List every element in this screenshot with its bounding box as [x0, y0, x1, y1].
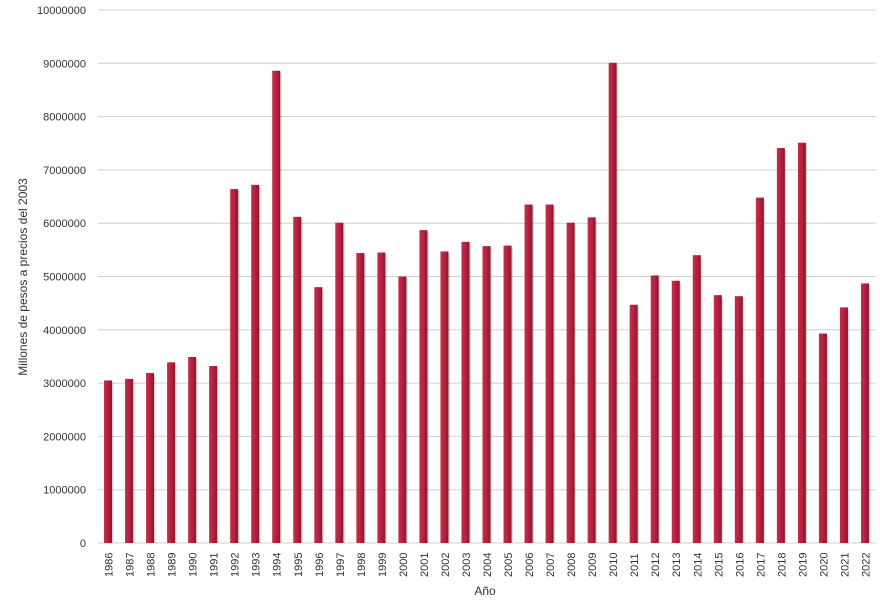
- x-tick-label: 2017: [755, 553, 767, 577]
- bar-2017: [755, 197, 764, 543]
- x-tick-label: 2018: [776, 553, 788, 577]
- x-tick-label: 2006: [524, 553, 536, 577]
- bar-1991: [209, 366, 218, 543]
- x-tick-label: 2010: [608, 553, 620, 577]
- x-tick-label: 1987: [125, 553, 137, 577]
- bar-2000: [398, 276, 407, 543]
- bar-2015: [713, 295, 722, 543]
- x-tick-label: 2003: [461, 553, 473, 577]
- bar-2021: [839, 307, 848, 543]
- y-tick-label: 6000000: [43, 218, 86, 230]
- y-tick-label: 5000000: [43, 272, 86, 284]
- bar-2003: [461, 241, 470, 544]
- bar-2019: [797, 142, 806, 544]
- x-tick-label: 2019: [797, 553, 809, 577]
- y-tick-label: 0: [80, 538, 86, 550]
- x-tick-label: 2005: [503, 553, 515, 577]
- bar-2011: [629, 304, 638, 543]
- x-tick-label: 2011: [629, 553, 641, 577]
- bar-1996: [314, 287, 323, 543]
- bar-2009: [587, 217, 596, 543]
- bar-2008: [566, 222, 575, 544]
- x-tick-label: 1993: [251, 553, 263, 577]
- bar-2010: [608, 62, 617, 543]
- bar-1990: [188, 356, 197, 543]
- bar-2022: [860, 283, 869, 543]
- bar-2016: [734, 296, 743, 543]
- x-tick-label: 2021: [839, 553, 851, 577]
- y-tick-label: 3000000: [43, 378, 86, 390]
- bar-2007: [545, 204, 554, 544]
- x-tick-label: 2022: [860, 553, 872, 577]
- bar-2005: [503, 245, 512, 543]
- x-tick-label: 2015: [713, 553, 725, 577]
- x-tick-label: 1999: [377, 553, 389, 577]
- bar-1988: [146, 372, 155, 543]
- bar-2012: [650, 275, 659, 543]
- bar-1993: [251, 184, 260, 543]
- x-tick-label: 1989: [167, 553, 179, 577]
- y-tick-label: 8000000: [43, 112, 86, 124]
- x-tick-label: 1995: [293, 553, 305, 577]
- x-tick-label: 1991: [209, 553, 221, 577]
- x-tick-label: 1992: [230, 553, 242, 577]
- x-tick-label: 2000: [398, 553, 410, 577]
- bar-1989: [167, 362, 176, 543]
- x-tick-label: 1997: [335, 553, 347, 577]
- x-tick-label: 2007: [545, 553, 557, 577]
- y-tick-label: 7000000: [43, 165, 86, 177]
- x-tick-label: 1988: [146, 553, 158, 577]
- y-tick-label: 4000000: [43, 325, 86, 337]
- bar-1997: [335, 222, 344, 544]
- x-tick-label: 2008: [566, 553, 578, 577]
- x-tick-label: 1986: [104, 553, 116, 577]
- x-tick-label: 1994: [272, 553, 284, 577]
- x-axis-label: Año: [474, 584, 496, 598]
- x-tick-label: 2009: [587, 553, 599, 577]
- x-tick-label: 2001: [419, 553, 431, 577]
- x-tick-label: 1990: [188, 553, 200, 577]
- bar-2004: [482, 246, 491, 543]
- x-tick-label: 2013: [671, 553, 683, 577]
- bar-1998: [356, 253, 365, 543]
- x-tick-label: 2012: [650, 553, 662, 577]
- bar-2020: [818, 333, 827, 543]
- x-tick-label: 2014: [692, 553, 704, 577]
- bar-1999: [377, 252, 386, 543]
- y-tick-label: 2000000: [43, 431, 86, 443]
- bar-1992: [230, 189, 239, 543]
- bar-1986: [104, 380, 113, 543]
- bar-2013: [671, 280, 680, 543]
- y-tick-label: 1000000: [43, 485, 86, 497]
- x-tick-label: 2002: [440, 553, 452, 577]
- x-tick-label: 1998: [356, 553, 368, 577]
- bar-2001: [419, 230, 428, 543]
- x-tick-label: 2020: [818, 553, 830, 577]
- bar-1987: [125, 378, 134, 543]
- bar-2006: [524, 204, 533, 544]
- bar-2018: [776, 148, 785, 543]
- x-tick-label: 1996: [314, 553, 326, 577]
- bar-1994: [272, 70, 281, 544]
- bar-2002: [440, 251, 449, 543]
- y-tick-label: 9000000: [43, 58, 86, 70]
- y-tick-label: 10000000: [37, 5, 86, 17]
- x-tick-label: 2004: [482, 553, 494, 577]
- y-axis-label: Millones de pesos a precios del 2003: [16, 178, 30, 376]
- x-tick-label: 2016: [734, 553, 746, 577]
- bar-1995: [293, 216, 302, 543]
- bar-2014: [692, 255, 701, 543]
